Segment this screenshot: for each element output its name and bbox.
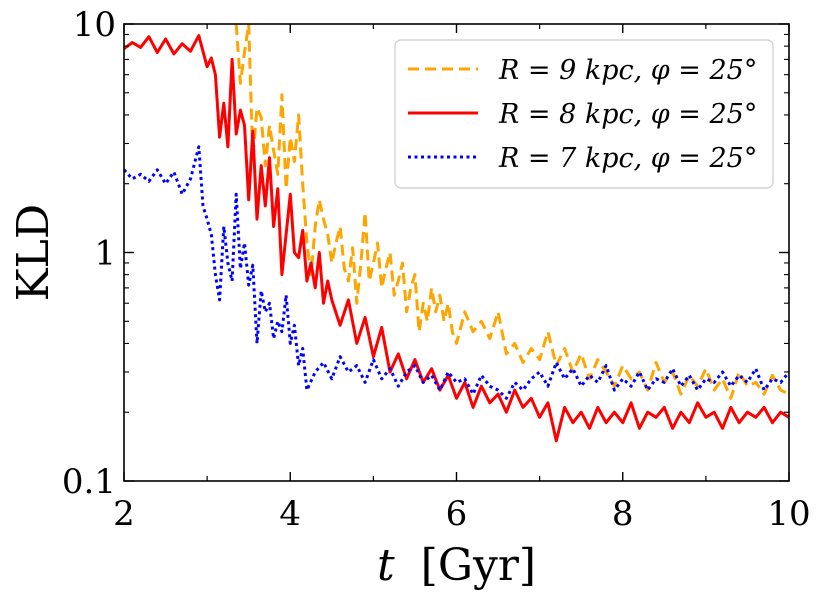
ticks-layer: 2 4 6 8 10 0.1 1 10	[62, 5, 811, 534]
y-tick-label: 0.1	[62, 462, 116, 502]
y-axis-title: KLD	[8, 204, 59, 301]
x-tick-label: 4	[279, 494, 301, 534]
legend: R = 9 kpc, φ = 25° R = 8 kpc, φ = 25° R = …	[394, 39, 774, 189]
x-tick-label: 6	[446, 494, 468, 534]
series-line-2	[124, 34, 789, 443]
x-tick-label: 2	[113, 494, 135, 534]
y-tick-label: 1	[94, 234, 116, 274]
legend-box	[394, 39, 774, 189]
legend-label-1: R = 9 kpc, φ = 25°	[498, 55, 757, 86]
x-tick-label: 8	[612, 494, 634, 534]
y-tick-label: 10	[73, 5, 116, 45]
series-line-1	[234, 24, 789, 400]
legend-label-3: R = 7 kpc, φ = 25°	[498, 143, 757, 174]
series-layer	[124, 24, 789, 443]
series-line-3	[124, 145, 789, 400]
legend-label-2: R = 8 kpc, φ = 25°	[498, 99, 757, 130]
x-axis-variable: t	[377, 540, 395, 591]
x-axis-unit: [Gyr]	[421, 540, 536, 591]
x-tick-label: 10	[767, 494, 810, 534]
x-axis-title: t [Gyr]	[377, 540, 536, 591]
